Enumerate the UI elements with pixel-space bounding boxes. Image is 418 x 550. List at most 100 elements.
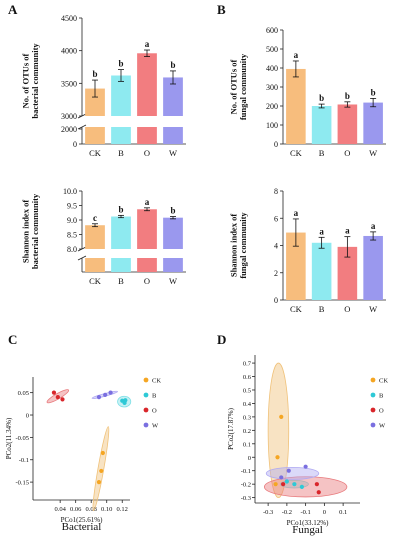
legend-label: O xyxy=(152,408,157,415)
x-tick-label: B xyxy=(319,148,325,158)
x-tick-label: -0.3 xyxy=(263,509,273,516)
bar xyxy=(286,68,306,144)
data-point-w xyxy=(279,475,284,480)
significance-letter: a xyxy=(294,50,299,60)
bar xyxy=(311,106,332,144)
panel-c-bacterial-pcoa-chart: 0.04 0.06 0.08 0.10 0.12 0.05 0 -0.05 -0.1 -0.15 P… xyxy=(5,377,161,533)
bar xyxy=(337,246,358,300)
data-point-w xyxy=(286,468,291,473)
bar xyxy=(337,104,358,144)
legend-label: B xyxy=(379,393,384,400)
bar xyxy=(363,102,383,144)
x-tick-label: W xyxy=(369,148,377,158)
significance-letter: a xyxy=(145,197,150,207)
significance-letter: a xyxy=(371,221,376,231)
significance-letter: a xyxy=(345,226,350,236)
y-tick-label: 0 xyxy=(248,455,251,462)
bar xyxy=(137,53,157,116)
panel-d-fungal-pcoa-chart: -0.3 -0.2 -0.1 0 0.1 0.7 0.6 0.5 0.4 0.3 0.2 0.1 0 -0… xyxy=(227,355,388,536)
legend-label: CK xyxy=(152,378,161,385)
x-axis-label: PCo1(25.61%) xyxy=(61,516,103,524)
x-tick-label: 0.1 xyxy=(339,509,347,516)
bar xyxy=(311,242,332,300)
y-tick-label: -0.1 xyxy=(19,457,29,464)
x-tick-label: B xyxy=(319,304,325,314)
data-point-ck xyxy=(100,450,105,456)
panel-label-a: A xyxy=(8,2,18,17)
bar xyxy=(363,235,383,300)
x-tick-label: O xyxy=(344,304,350,314)
y-tick-label: 2 xyxy=(274,269,278,278)
x-tick-label: B xyxy=(118,148,124,158)
x-tick-label: -0.1 xyxy=(300,509,310,516)
panel-a-bacterial-otus-chart: 3000 3500 4000 4500 0 2000 b CK b Ba Ob W No. of OTU… xyxy=(20,14,186,158)
legend-marker-w xyxy=(370,422,376,428)
y-tick-label: 0 xyxy=(274,140,278,149)
x-tick-label: CK xyxy=(290,148,303,158)
bar xyxy=(111,216,131,249)
x-tick-label: W xyxy=(369,304,377,314)
x-axis-label: PCo1(33.12%) xyxy=(287,519,329,527)
y-tick-label: -0.05 xyxy=(15,435,29,442)
x-tick-label: 0.08 xyxy=(86,506,97,513)
significance-letter: b xyxy=(371,87,376,97)
bar-lower-segment xyxy=(111,258,131,272)
bar-lower-segment xyxy=(111,127,131,144)
y-tick-label: 4500 xyxy=(61,14,77,23)
legend-label: O xyxy=(379,408,384,415)
data-point-b xyxy=(299,484,304,489)
x-tick-label: CK xyxy=(89,148,102,158)
x-tick-label: 0 xyxy=(323,509,326,516)
significance-letter: b xyxy=(170,60,175,70)
significance-letter: b xyxy=(170,206,175,216)
x-tick-label: 0.12 xyxy=(117,506,128,513)
axis-break-mark xyxy=(77,124,87,130)
legend-label: B xyxy=(152,393,157,400)
y-tick-label: -0.2 xyxy=(241,482,251,489)
confidence-ellipse-ck xyxy=(92,426,110,512)
bar xyxy=(163,217,183,249)
data-point-o xyxy=(55,395,60,400)
significance-letter: a xyxy=(145,39,150,49)
axis-break-mark xyxy=(77,255,87,261)
y-tick-label: 9.0 xyxy=(67,216,77,225)
bar-lower-segment xyxy=(163,258,183,272)
bar xyxy=(85,88,105,116)
y-tick-label: 0.2 xyxy=(243,428,251,435)
legend-label: W xyxy=(152,423,159,430)
significance-letter: a xyxy=(319,226,324,236)
legend-marker-ck xyxy=(370,377,376,383)
panel-b-fungal-shannon-chart: 0 2 4 6 8 a CK a Ba Oa W Shannon index offungal com… xyxy=(228,187,386,314)
panel-label-c: C xyxy=(8,332,17,347)
y-tick-label: 200 xyxy=(266,102,278,111)
chart-title: Fungal xyxy=(292,524,323,536)
y-tick-label: 6 xyxy=(274,214,278,223)
panel-label-d: D xyxy=(217,332,226,347)
y-tick-label: 0 xyxy=(26,413,29,420)
y-tick-label: 0.4 xyxy=(243,401,252,408)
legend-marker-b xyxy=(370,392,376,398)
data-point-ck xyxy=(99,468,104,474)
y-tick-label: 0.5 xyxy=(243,387,251,394)
bar xyxy=(286,232,306,300)
y-tick-label: 8 xyxy=(274,187,278,196)
y-axis-label: PCo2(17.87%) xyxy=(227,407,235,449)
data-point-b xyxy=(284,479,289,484)
bar xyxy=(85,225,105,249)
data-point-o xyxy=(60,397,65,402)
y-tick-label: 0.7 xyxy=(243,361,252,368)
x-tick-label: -0.2 xyxy=(282,509,292,516)
x-tick-label: 0.06 xyxy=(70,506,82,513)
y-tick-label: 2000 xyxy=(61,125,77,134)
significance-letter: c xyxy=(93,213,97,223)
x-tick-label: 0.10 xyxy=(101,506,112,513)
significance-letter: b xyxy=(345,91,350,101)
y-tick-label: -0.1 xyxy=(241,468,251,475)
y-tick-label: 600 xyxy=(266,26,278,35)
data-point-b xyxy=(292,482,297,487)
bar xyxy=(137,209,157,249)
data-point-w xyxy=(303,464,308,469)
y-axis-label: PCo2(11.34%) xyxy=(5,417,13,459)
y-axis-label: No. of OTUs ofbacterial community xyxy=(20,43,40,119)
y-tick-label: 10.0 xyxy=(63,187,77,196)
